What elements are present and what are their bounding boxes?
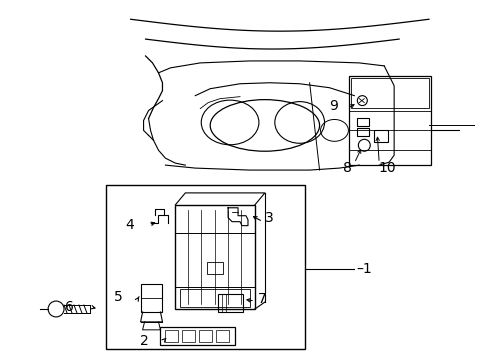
Bar	[373, 130, 387, 142]
Bar	[216, 330, 228, 342]
Bar	[357, 118, 368, 126]
Text: 5: 5	[114, 290, 122, 304]
Text: 8: 8	[342, 161, 351, 175]
Bar	[165, 330, 178, 342]
Bar	[182, 330, 195, 342]
Text: 9: 9	[329, 99, 338, 113]
Bar	[175, 205, 254, 309]
Text: 3: 3	[264, 211, 273, 225]
Bar	[207, 262, 223, 274]
Text: 4: 4	[124, 218, 133, 231]
Bar	[160, 327, 235, 345]
Bar	[351, 78, 428, 108]
Bar	[141, 284, 162, 312]
Text: 2: 2	[140, 334, 148, 348]
Bar	[105, 185, 304, 349]
Bar	[199, 330, 212, 342]
Text: 7: 7	[257, 292, 266, 306]
Bar	[357, 129, 368, 136]
Bar	[218, 294, 243, 312]
Text: 10: 10	[378, 161, 395, 175]
Bar	[180, 289, 249, 307]
Text: 6: 6	[65, 300, 74, 314]
Bar	[349, 76, 430, 165]
Text: –1: –1	[356, 262, 371, 276]
